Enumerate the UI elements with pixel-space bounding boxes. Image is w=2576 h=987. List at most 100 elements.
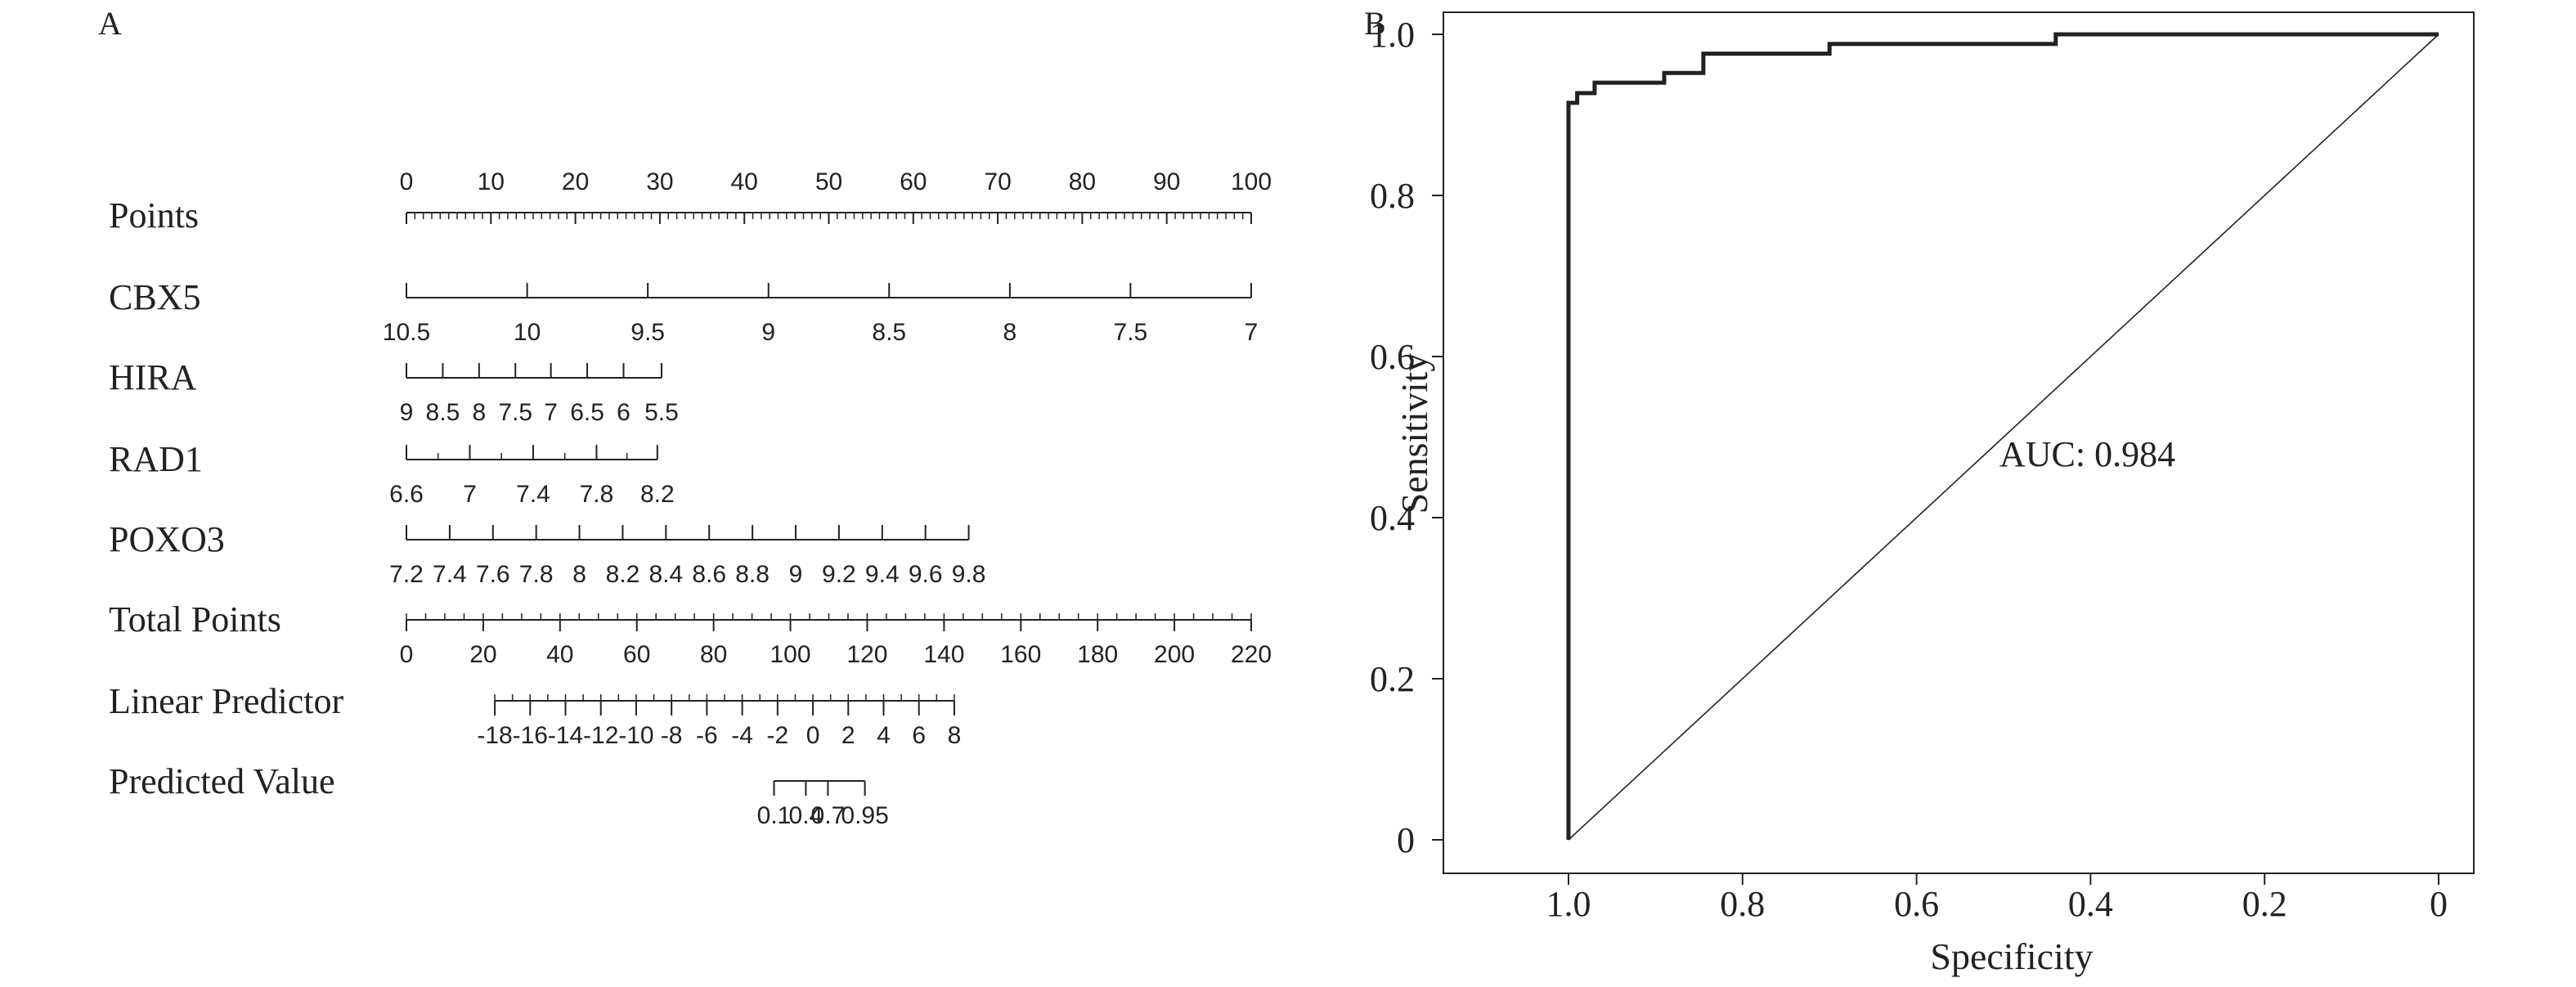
tick-label: 9.5 [631, 319, 665, 346]
tick-label: 9 [789, 561, 803, 588]
tick-label: 8.4 [648, 561, 683, 588]
tick-label: 9.2 [822, 561, 856, 588]
nomogram-row: Total Points 0 20 40 60 80 100 120 140 160 180 200 2… [109, 599, 1272, 668]
tick-label: 8 [472, 399, 486, 426]
tick-label: 5.5 [644, 399, 679, 426]
tick-label: 2 [841, 722, 855, 749]
tick-label: 120 [846, 641, 887, 668]
y-tick-label: 0.2 [1370, 659, 1415, 699]
tick-label: 6 [617, 399, 631, 426]
tick-label: -14 [548, 722, 583, 749]
nomogram-row: POXO3 7.2 7.4 7.6 7.8 8 8.2 8.4 8.6 8.8 9 9.2 9.4 9.6… [109, 519, 985, 588]
tick-label: -16 [513, 722, 548, 749]
nomogram-row: Points 0 10 20 30 40 50 60 70 80 90 100 [109, 168, 1272, 236]
y-tick-label: 0.4 [1370, 498, 1415, 538]
tick-label: 9.4 [865, 561, 900, 588]
tick-label: 6 [912, 722, 926, 749]
tick-label: 10 [514, 319, 541, 346]
row-label: Linear Predictor [109, 681, 343, 721]
tick-label: 90 [1153, 168, 1180, 195]
tick-label: 10 [478, 168, 505, 195]
tick-label: 7.5 [1114, 319, 1148, 346]
x-tick-label: 0.4 [2068, 884, 2113, 924]
tick-label: 100 [770, 641, 811, 668]
tick-label: 8 [572, 561, 586, 588]
tick-label: 6.5 [570, 399, 604, 426]
nomogram-row: CBX5 10.5 10 9.5 9 8.5 8 7.5 7 [109, 277, 1258, 346]
tick-label: 8.5 [872, 319, 906, 346]
tick-label: 8.2 [640, 481, 675, 508]
tick-label: 8.5 [426, 399, 460, 426]
roc-curve-line [1566, 32, 2439, 840]
row-label: Points [109, 195, 199, 236]
tick-label: 20 [469, 641, 496, 668]
tick-label: -10 [618, 722, 653, 749]
tick-label: 50 [815, 168, 842, 195]
nomogram-row: HIRA 9 8.5 8 7.5 7 6.5 6 5.5 [109, 357, 679, 426]
row-label: CBX5 [109, 277, 200, 317]
row-label: Total Points [109, 599, 281, 639]
tick-label: 40 [731, 168, 758, 195]
row-label: RAD1 [109, 439, 203, 479]
tick-label: 7.2 [389, 561, 424, 588]
tick-label: 7.8 [519, 561, 554, 588]
y-tick-label: 0.8 [1370, 176, 1415, 216]
tick-label: 8 [1003, 319, 1017, 346]
plot-frame [1443, 11, 2475, 874]
tick-label: 7 [1245, 319, 1259, 346]
tick-label: 9 [761, 319, 775, 346]
tick-label: 9 [400, 399, 414, 426]
tick-label: 7.4 [433, 561, 467, 588]
nomogram-row: Predicted Value 0.10.40.70.95 [109, 761, 889, 829]
tick-label: 7.4 [516, 481, 550, 508]
panel-b-roc-curve: B 1.0 0.8 0.6 0.4 0.2 0 0 0.2 0.4 0.6 0.8 1.0 AUC: … [1364, 5, 2475, 977]
row-label: POXO3 [109, 519, 225, 559]
nomogram-row: RAD1 6.6 7 7.4 7.8 8.2 [109, 439, 675, 508]
tick-label: 7.6 [476, 561, 510, 588]
tick-label: -18 [477, 722, 512, 749]
tick-label: -4 [731, 722, 753, 749]
x-tick-label: 1.0 [1546, 884, 1591, 924]
tick-label: 0.4 [789, 802, 824, 829]
tick-label: 0 [400, 168, 414, 195]
tick-label: -2 [766, 722, 788, 749]
tick-label: 7 [544, 399, 558, 426]
tick-label: -8 [661, 722, 683, 749]
tick-label: 9.6 [909, 561, 943, 588]
tick-label: 60 [900, 168, 927, 195]
y-axis-label: Sensitivity [1393, 353, 1435, 514]
tick-label: 60 [623, 641, 650, 668]
tick-label: 0 [806, 722, 820, 749]
reference-diagonal-line [1568, 34, 2439, 841]
tick-label: 8.6 [692, 561, 726, 588]
tick-label: 0.7 [811, 802, 846, 829]
tick-label: 8 [948, 722, 962, 749]
x-tick-label: 0.2 [2242, 884, 2287, 924]
tick-label: 140 [923, 641, 964, 668]
row-label: Predicted Value [109, 761, 335, 801]
panel-b-label: B [1364, 5, 1386, 42]
auc-annotation: AUC: 0.984 [1999, 434, 2175, 474]
tick-label: 8.8 [735, 561, 770, 588]
tick-label: 7.5 [498, 399, 532, 426]
tick-label: 7 [463, 481, 477, 508]
tick-label: 220 [1231, 641, 1272, 668]
tick-label: 30 [646, 168, 673, 195]
x-tick-label: 0.8 [1720, 884, 1765, 924]
tick-label: 100 [1231, 168, 1272, 195]
tick-label: 180 [1077, 641, 1118, 668]
nomogram-row: Linear Predictor -18 -16 -14 -12 -10 -8 -6 -4 -2 0… [109, 681, 961, 749]
y-tick-label: 0.6 [1370, 337, 1415, 377]
tick-label: 70 [984, 168, 1011, 195]
tick-label: 4 [877, 722, 891, 749]
x-tick-label: 0.6 [1894, 884, 1939, 924]
tick-label: 80 [1069, 168, 1096, 195]
tick-label: 0.1 [757, 802, 792, 829]
tick-label: -6 [696, 722, 718, 749]
tick-label: 6.6 [389, 481, 424, 508]
panel-a-label: A [98, 5, 122, 42]
tick-label: 20 [562, 168, 589, 195]
tick-label: 9.8 [952, 561, 986, 588]
tick-label: 80 [700, 641, 727, 668]
